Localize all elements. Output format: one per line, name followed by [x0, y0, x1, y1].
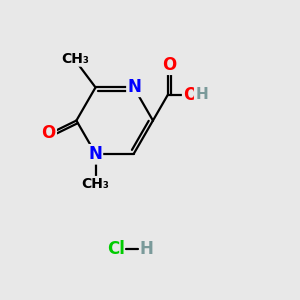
Text: CH₃: CH₃ [61, 52, 89, 66]
Text: O: O [41, 124, 56, 142]
Text: N: N [128, 78, 141, 96]
Text: H: H [195, 87, 208, 102]
Text: N: N [88, 145, 102, 163]
Text: O: O [183, 86, 197, 104]
Text: H: H [140, 240, 153, 258]
Text: CH₃: CH₃ [82, 177, 110, 191]
Text: O: O [162, 56, 176, 74]
Text: Cl: Cl [107, 240, 125, 258]
